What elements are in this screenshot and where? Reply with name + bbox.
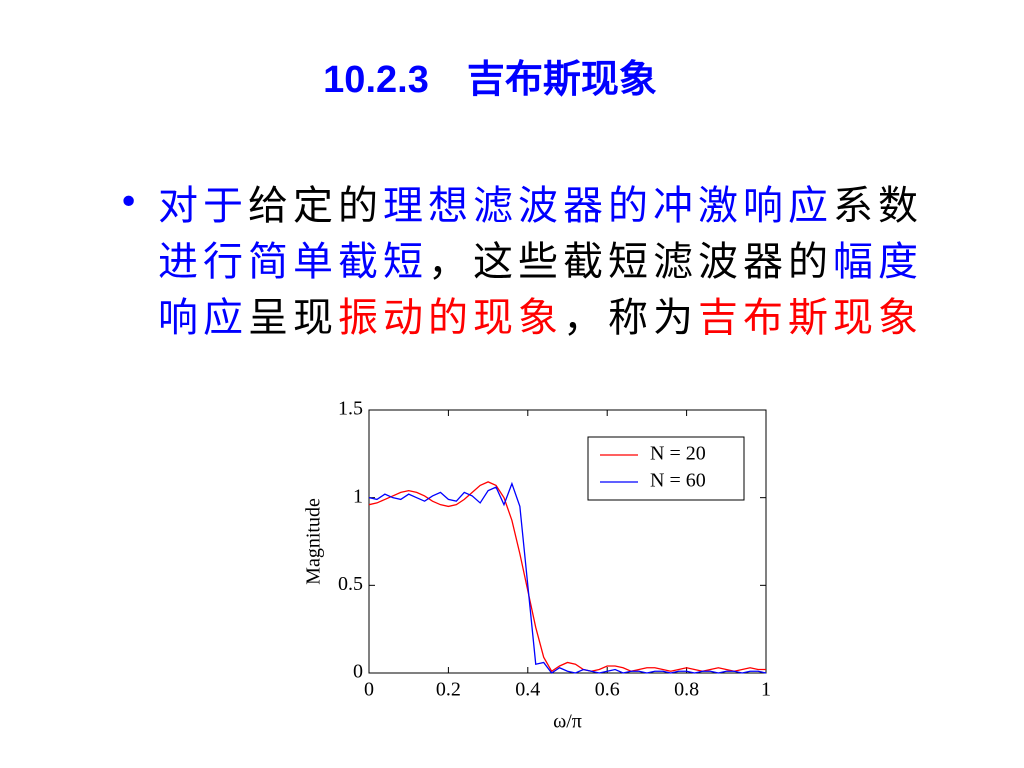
x-tick-label: 1 [761, 679, 771, 701]
x-axis-label: ω/π [553, 711, 582, 733]
text-segment: 吉布斯现象 [698, 295, 923, 341]
bullet-marker: • [118, 182, 140, 223]
text-segment: 给定的 [248, 183, 383, 229]
series-line [368, 481, 766, 673]
text-segment: 幅度响应 [158, 239, 923, 341]
series-line [368, 481, 767, 674]
text-segment: 理想滤波器的冲激响应 [383, 183, 833, 229]
text-segment: ，这些截短滤波器的 [428, 239, 833, 285]
y-axis-label: Magnitude [303, 498, 325, 585]
bullet-text: 对于给定的理想滤波器的冲激响应系数进行简单截短，这些截短滤波器的幅度响应呈现振动… [158, 178, 948, 346]
x-tick-label: 0.8 [674, 679, 699, 701]
text-segment: 进行简单截短 [158, 239, 428, 285]
legend-box [587, 436, 745, 501]
text-segment: 对于 [158, 183, 248, 229]
y-tick-label: 0 [353, 661, 363, 683]
x-tick-label: 0.6 [595, 679, 620, 701]
y-tick-label: 0.5 [338, 573, 363, 595]
x-tick-label: 0.2 [436, 679, 461, 701]
x-tick-label: 0.4 [515, 679, 540, 701]
y-tick-label: 1.5 [338, 398, 363, 420]
text-segment: 呈现 [248, 295, 338, 341]
text-segment: 系数 [833, 183, 923, 229]
slide-title: 10.2.3 吉布斯现象 [323, 59, 657, 101]
x-tick-label: 0 [364, 679, 374, 701]
y-tick-label: 1 [353, 485, 363, 507]
legend-label: N = 20 [650, 443, 706, 465]
text-segment: ，称为 [563, 295, 698, 341]
legend-label: N = 60 [650, 470, 706, 492]
text-segment: 振动的现象 [338, 295, 563, 341]
